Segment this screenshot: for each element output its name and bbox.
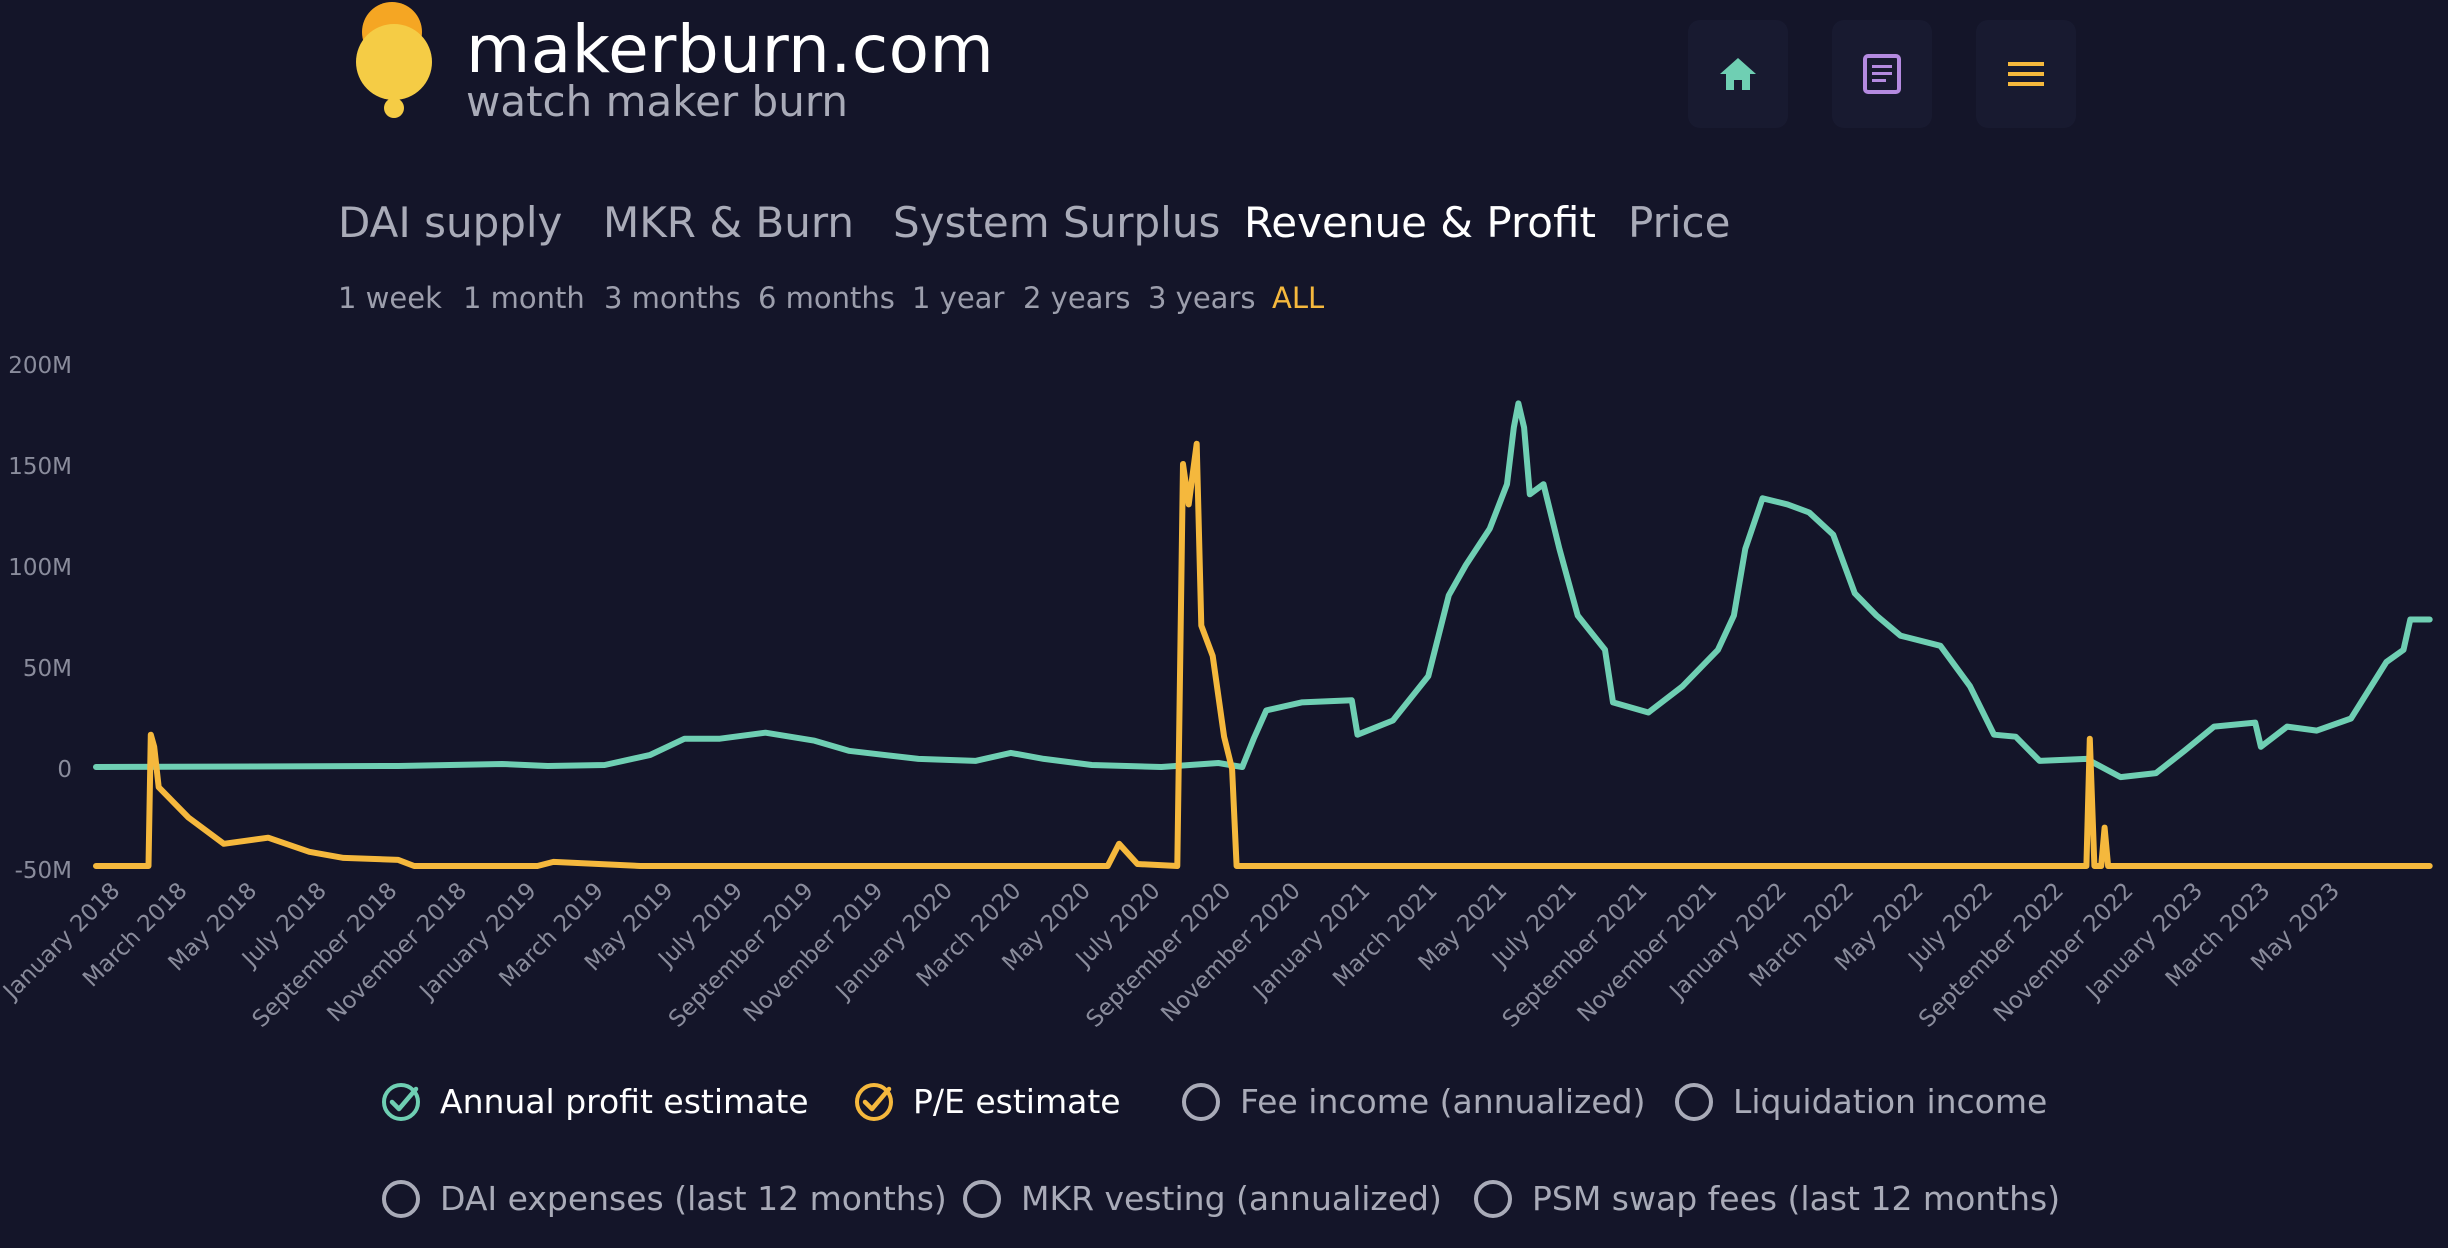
checked-circle-icon [382, 1083, 420, 1121]
x-tick-label: January 2023 [2080, 878, 2208, 1006]
x-tick-label: January 2020 [830, 878, 958, 1006]
y-tick-label: 100M [8, 555, 72, 581]
unchecked-circle-icon [382, 1180, 420, 1218]
legend-dai-expenses[interactable]: DAI expenses (last 12 months) [380, 1177, 947, 1221]
x-tick-label: January 2019 [414, 878, 542, 1006]
legend-fee-income[interactable]: Fee income (annualized) [1180, 1080, 1645, 1124]
y-tick-label: 200M [8, 353, 72, 379]
tab-mkr-burn[interactable]: MKR & Burn [603, 198, 854, 247]
home-icon [1720, 58, 1756, 90]
legend-label: DAI expenses (last 12 months) [440, 1179, 947, 1218]
period-1-month[interactable]: 1 month [463, 281, 585, 315]
unchecked-circle-icon [1675, 1083, 1713, 1121]
tab-revenue-profit[interactable]: Revenue & Profit [1244, 198, 1596, 247]
period-3-months[interactable]: 3 months [604, 281, 741, 315]
y-tick-label: -50M [15, 858, 72, 884]
period-1-year[interactable]: 1 year [912, 281, 1005, 315]
period-6-months[interactable]: 6 months [758, 281, 895, 315]
unchecked-circle-icon [1182, 1083, 1220, 1121]
tab-price[interactable]: Price [1628, 198, 1731, 247]
legend-label: Fee income (annualized) [1240, 1082, 1646, 1121]
tab-dai-supply[interactable]: DAI supply [338, 198, 563, 247]
site-subtitle: watch maker burn [466, 77, 848, 126]
legend-label: P/E estimate [913, 1082, 1121, 1121]
x-tick-label: January 2018 [0, 878, 125, 1006]
home-button[interactable] [1688, 20, 1788, 128]
x-tick-label: January 2021 [1247, 878, 1375, 1006]
legend-label: Annual profit estimate [440, 1082, 809, 1121]
menu-button[interactable] [1976, 20, 2076, 128]
sun-logo-icon[interactable] [348, 0, 438, 125]
period-2-years[interactable]: 2 years [1023, 281, 1131, 315]
legend-annual-profit[interactable]: Annual profit estimate [380, 1080, 809, 1124]
period-3-years[interactable]: 3 years [1148, 281, 1256, 315]
legend-mkr-vesting[interactable]: MKR vesting (annualized) [961, 1177, 1442, 1221]
site-title[interactable]: makerburn.com [466, 11, 995, 88]
series-line-pe-estimate[interactable] [93, 440, 2433, 869]
period-all[interactable]: ALL [1272, 281, 1325, 315]
y-tick-label: 0 [57, 757, 72, 783]
checked-circle-icon [855, 1083, 893, 1121]
menu-icon [2008, 62, 2044, 86]
document-icon [1863, 54, 1901, 94]
x-tick-label: January 2022 [1664, 878, 1792, 1006]
series-line-annual-profit[interactable] [93, 400, 2433, 781]
docs-button[interactable] [1832, 20, 1932, 128]
legend-label: Liquidation income [1733, 1082, 2048, 1121]
legend-pe-estimate[interactable]: P/E estimate [853, 1080, 1121, 1124]
y-tick-label: 50M [23, 656, 72, 682]
period-1-week[interactable]: 1 week [338, 281, 442, 315]
legend-label: PSM swap fees (last 12 months) [1532, 1179, 2061, 1218]
unchecked-circle-icon [1474, 1180, 1512, 1218]
legend-label: MKR vesting (annualized) [1021, 1179, 1442, 1218]
legend-psm-swap-fees[interactable]: PSM swap fees (last 12 months) [1472, 1177, 2060, 1221]
y-tick-label: 150M [8, 454, 72, 480]
legend-liquidation-income[interactable]: Liquidation income [1673, 1080, 2047, 1124]
unchecked-circle-icon [963, 1180, 1001, 1218]
tab-system-surplus[interactable]: System Surplus [893, 198, 1221, 247]
